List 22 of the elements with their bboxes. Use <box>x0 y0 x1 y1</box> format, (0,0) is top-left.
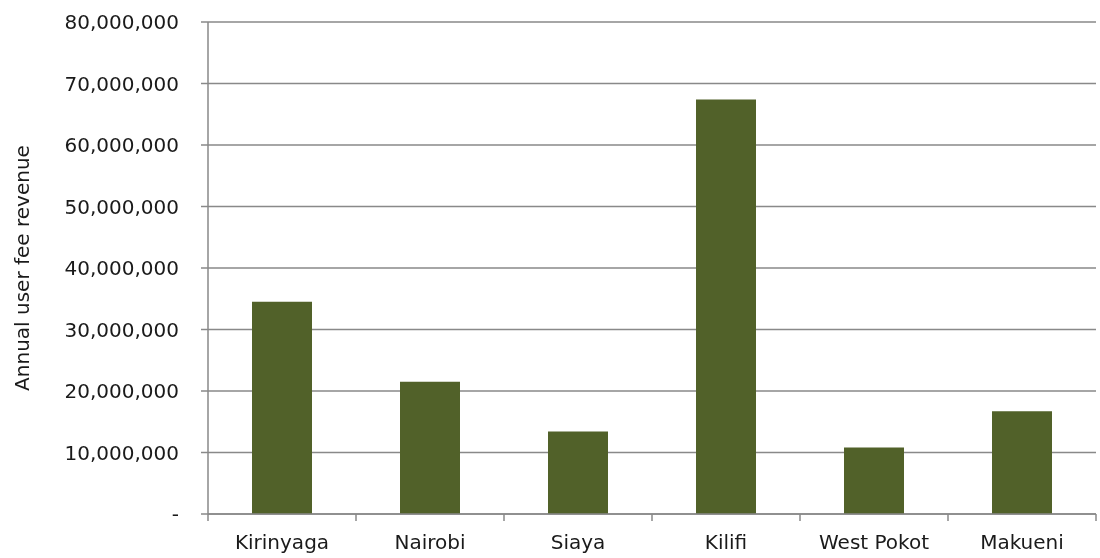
bar <box>400 381 460 514</box>
y-tick-label: - <box>171 502 179 527</box>
y-tick-label: 20,000,000 <box>64 379 179 404</box>
bar <box>696 99 756 514</box>
x-tick-label: Nairobi <box>394 530 466 554</box>
bar <box>252 301 312 514</box>
x-tick-label: West Pokot <box>818 530 930 554</box>
y-tick-label: 30,000,000 <box>64 317 179 342</box>
bar <box>844 447 904 514</box>
x-tick-label: Siaya <box>550 530 606 554</box>
y-tick-label: 50,000,000 <box>64 194 179 219</box>
x-tick-label: Makueni <box>980 530 1064 554</box>
y-tick-label: 80,000,000 <box>64 10 179 35</box>
y-tick-label: 40,000,000 <box>64 256 179 281</box>
y-tick-label: 10,000,000 <box>64 440 179 465</box>
y-tick-label: 60,000,000 <box>64 133 179 158</box>
y-axis-title: Annual user fee revenue <box>10 145 34 391</box>
bar <box>548 431 608 514</box>
x-tick-label: Kirinyaga <box>234 530 330 554</box>
y-tick-label: 70,000,000 <box>64 71 179 96</box>
x-tick-label: Kilifi <box>704 530 748 554</box>
bar <box>992 411 1052 514</box>
